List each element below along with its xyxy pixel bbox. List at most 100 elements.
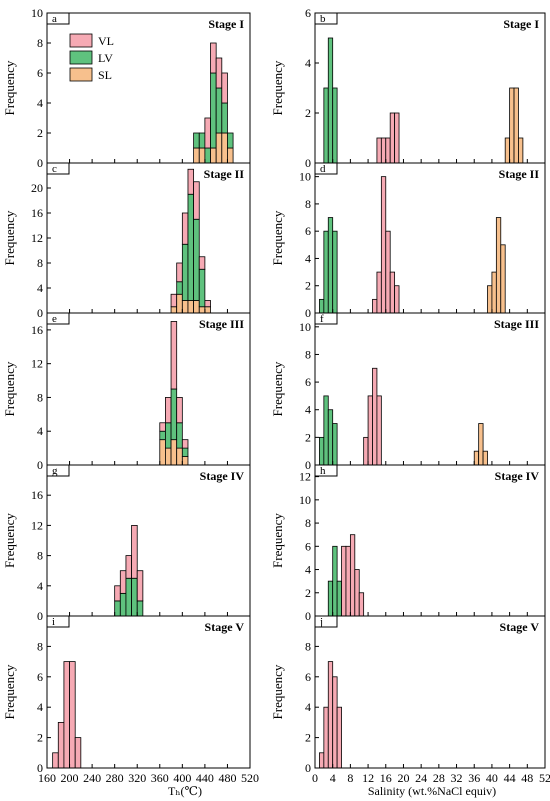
bar-c-lv-5 bbox=[198, 268, 206, 308]
y-tick-label-a-0: 0 bbox=[37, 156, 43, 170]
bar-h-lv-2 bbox=[336, 580, 342, 617]
y-axis-label-b: Frequency bbox=[270, 60, 285, 115]
x-tick-label-i-7: 440 bbox=[196, 771, 214, 785]
bar-a-lv-6 bbox=[227, 132, 234, 149]
stage-label-g: Stage IV bbox=[200, 469, 245, 483]
bar-d-lv-1 bbox=[323, 230, 329, 314]
bar-a-sl-3 bbox=[210, 147, 217, 164]
y-tick-label-j-1: 2 bbox=[305, 731, 311, 745]
y-axis-label-f: Frequency bbox=[270, 361, 285, 416]
panel-letter-box-i bbox=[46, 615, 70, 628]
x-axis-label-right: Salinity (wt.%NaCl equiv) bbox=[368, 784, 496, 798]
bar-a-lv-3 bbox=[210, 72, 217, 149]
bar-d-vl-4 bbox=[372, 298, 378, 314]
x-tick-label-j-4: 16 bbox=[380, 771, 392, 785]
panel-letter-box-c bbox=[46, 162, 70, 175]
bar-a-sl-4 bbox=[215, 132, 223, 164]
y-tick-label-a-5: 10 bbox=[31, 6, 43, 20]
bar-g-vl-4 bbox=[136, 570, 144, 602]
y-tick-label-g-4: 16 bbox=[31, 488, 43, 502]
bar-a-vl-2 bbox=[204, 117, 211, 149]
bar-h-vl-4 bbox=[345, 545, 351, 617]
bar-c-sl-2 bbox=[181, 300, 189, 314]
bar-d-lv-2 bbox=[327, 217, 334, 314]
y-tick-label-b-0: 0 bbox=[305, 156, 311, 170]
bar-e-vl-4 bbox=[181, 439, 189, 449]
bar-e-vl-2 bbox=[170, 321, 178, 390]
bar-g-vl-2 bbox=[125, 555, 132, 579]
bar-e-lv-4 bbox=[181, 447, 189, 457]
bar-c-lv-3 bbox=[187, 193, 195, 301]
bar-j-vl-1 bbox=[323, 706, 329, 769]
x-tick-label-j-7: 28 bbox=[433, 771, 445, 785]
panel-letter-box-d bbox=[314, 162, 338, 175]
bar-f-lv-2 bbox=[327, 409, 334, 466]
y-tick-label-b-2: 4 bbox=[305, 56, 311, 70]
bar-e-sl-3 bbox=[176, 447, 183, 466]
bar-a-lv-4 bbox=[215, 87, 223, 134]
bar-a-sl-5 bbox=[221, 132, 228, 164]
bar-e-vl-1 bbox=[165, 397, 172, 424]
y-tick-label-d-2: 4 bbox=[305, 251, 311, 265]
y-tick-label-j-4: 8 bbox=[305, 639, 311, 653]
bar-b-vl-5 bbox=[385, 137, 391, 164]
bar-j-vl-4 bbox=[336, 706, 342, 769]
panel-b: 0 2 4 6 Frequency b Stage I bbox=[270, 6, 546, 170]
y-axis-label-e: Frequency bbox=[2, 361, 17, 416]
panel-letter-e: e bbox=[52, 313, 57, 325]
y-tick-label-g-2: 8 bbox=[37, 549, 43, 563]
bar-e-lv-1 bbox=[165, 422, 172, 449]
bar-c-lv-4 bbox=[193, 218, 200, 301]
bar-b-lv-0 bbox=[323, 87, 329, 164]
bar-g-lv-0 bbox=[114, 600, 121, 617]
y-tick-label-d-3: 6 bbox=[305, 224, 311, 238]
y-tick-label-j-0: 0 bbox=[305, 761, 311, 775]
y-tick-label-i-0: 0 bbox=[37, 761, 43, 775]
bar-a-lv-5 bbox=[221, 102, 228, 134]
panel-letter-d: d bbox=[320, 163, 326, 175]
x-tick-label-i-2: 240 bbox=[83, 771, 101, 785]
bar-b-lv-1 bbox=[327, 37, 334, 164]
legend-label-sl: SL bbox=[98, 68, 112, 82]
bar-d-sl-13 bbox=[500, 244, 506, 314]
y-tick-label-e-0: 0 bbox=[37, 458, 43, 472]
bar-c-sl-4 bbox=[193, 300, 200, 314]
bar-a-lv-2 bbox=[204, 147, 211, 164]
bar-g-lv-1 bbox=[119, 592, 127, 617]
y-tick-label-c-3: 12 bbox=[31, 231, 43, 245]
y-tick-label-j-3: 6 bbox=[305, 670, 311, 684]
panel-h: 0 2 4 6 8 10 12 Frequency h Stage IV bbox=[270, 464, 546, 623]
y-tick-label-a-3: 6 bbox=[37, 66, 43, 80]
panel-e: 0 4 8 12 16 Frequency e Stage III bbox=[2, 312, 251, 472]
bar-f-lv-0 bbox=[319, 436, 325, 466]
x-tick-label-i-8: 480 bbox=[218, 771, 236, 785]
bar-j-vl-2 bbox=[327, 661, 334, 769]
y-axis-label-g: Frequency bbox=[2, 513, 17, 568]
y-tick-label-c-1: 4 bbox=[37, 281, 43, 295]
bar-a-lv-1 bbox=[198, 132, 206, 149]
bar-c-vl-1 bbox=[176, 262, 183, 283]
y-tick-label-d-0: 0 bbox=[305, 306, 311, 320]
bar-c-vl-2 bbox=[181, 212, 189, 245]
legend-swatch-vl bbox=[69, 33, 93, 48]
y-tick-label-d-5: 10 bbox=[299, 170, 311, 184]
bar-f-vl-7 bbox=[376, 395, 382, 466]
bar-f-sl-9 bbox=[478, 423, 484, 466]
panel-letter-box-g bbox=[46, 464, 70, 477]
bar-d-sl-10 bbox=[487, 285, 493, 314]
panel-letter-box-f bbox=[314, 312, 338, 325]
y-tick-label-h-5: 10 bbox=[299, 493, 311, 507]
stage-label-i: Stage V bbox=[205, 620, 245, 634]
bar-c-vl-0 bbox=[170, 293, 178, 308]
panel-i: 0 2 4 6 8 Frequency i Stage V 160 200 240 280 320 360… bbox=[2, 615, 259, 785]
x-tick-label-i-4: 320 bbox=[128, 771, 146, 785]
bar-g-lv-4 bbox=[136, 600, 144, 617]
bar-d-lv-3 bbox=[332, 230, 338, 314]
bar-f-lv-3 bbox=[332, 423, 338, 466]
bar-j-vl-3 bbox=[332, 676, 338, 769]
y-tick-label-h-1: 2 bbox=[305, 586, 311, 600]
bar-d-vl-8 bbox=[389, 271, 396, 314]
y-tick-label-e-4: 16 bbox=[31, 323, 43, 337]
x-tick-label-j-5: 20 bbox=[397, 771, 409, 785]
bar-b-sl-10 bbox=[513, 87, 519, 164]
